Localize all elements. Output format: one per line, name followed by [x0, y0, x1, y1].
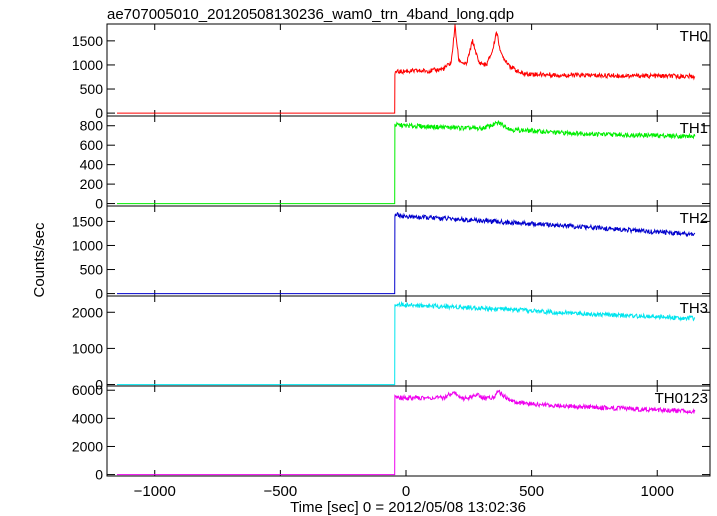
y-tick-label-TH0123: 2000 — [72, 438, 103, 454]
x-tick-label: −1000 — [134, 483, 176, 500]
y-tick-label-TH1: 400 — [80, 157, 104, 173]
x-tick-label: 1000 — [641, 483, 674, 500]
series-line-TH2 — [117, 211, 696, 295]
y-tick-label-TH0: 500 — [80, 81, 104, 97]
y-tick-label-TH1: 200 — [80, 176, 104, 192]
y-tick-label-TH2: 0 — [95, 286, 103, 302]
series-line-TH0123 — [117, 389, 696, 476]
panel-frame-TH0 — [106, 23, 711, 117]
series-label-TH0: TH0 — [680, 28, 708, 45]
chart-title: ae707005010_20120508130236_wam0_trn_4ban… — [107, 6, 514, 23]
series-label-TH0123: TH0123 — [655, 390, 708, 407]
y-tick-label-TH1: 800 — [80, 118, 104, 134]
series-label-TH3: TH3 — [680, 300, 708, 317]
series-line-TH1 — [117, 120, 696, 205]
y-tick-label-TH3: 1000 — [72, 340, 103, 356]
series-line-TH0 — [117, 24, 696, 114]
panel-frame-TH2 — [106, 205, 711, 297]
y-tick-label-TH0: 0 — [95, 105, 103, 121]
x-tick-label: 500 — [519, 483, 544, 500]
panel-frame-TH1 — [106, 115, 711, 207]
y-tick-label-TH0: 1000 — [72, 57, 103, 73]
y-tick-label-TH0123: 6000 — [72, 382, 103, 398]
series-label-TH1: TH1 — [680, 120, 708, 137]
x-tick-label: −500 — [263, 483, 297, 500]
y-tick-label-TH2: 1500 — [72, 213, 103, 229]
panel-frame-TH0123 — [106, 385, 711, 477]
y-tick-label-TH1: 0 — [95, 196, 103, 212]
y-tick-label-TH2: 500 — [80, 262, 104, 278]
y-tick-label-TH0: 1500 — [72, 33, 103, 49]
series-line-TH3 — [117, 300, 696, 386]
y-axis-label: Counts/sec — [31, 222, 48, 298]
x-axis-label: Time [sec] 0 = 2012/05/08 13:02:36 — [290, 499, 526, 516]
series-label-TH2: TH2 — [680, 210, 708, 227]
y-tick-label-TH3: 0 — [95, 377, 103, 393]
x-tick-label: 0 — [402, 483, 410, 500]
y-tick-label-TH1: 600 — [80, 137, 104, 153]
panels: 0 500 1000 1500 TH0 0 200 400 600 800 TH1 0 500 1000 1… — [72, 23, 711, 500]
y-tick-label-TH0123: 4000 — [72, 410, 103, 426]
y-tick-label-TH2: 1000 — [72, 237, 103, 253]
y-tick-label-TH3: 2000 — [72, 304, 103, 320]
y-tick-label-TH0123: 0 — [95, 467, 103, 483]
panel-frame-TH3 — [106, 295, 711, 387]
